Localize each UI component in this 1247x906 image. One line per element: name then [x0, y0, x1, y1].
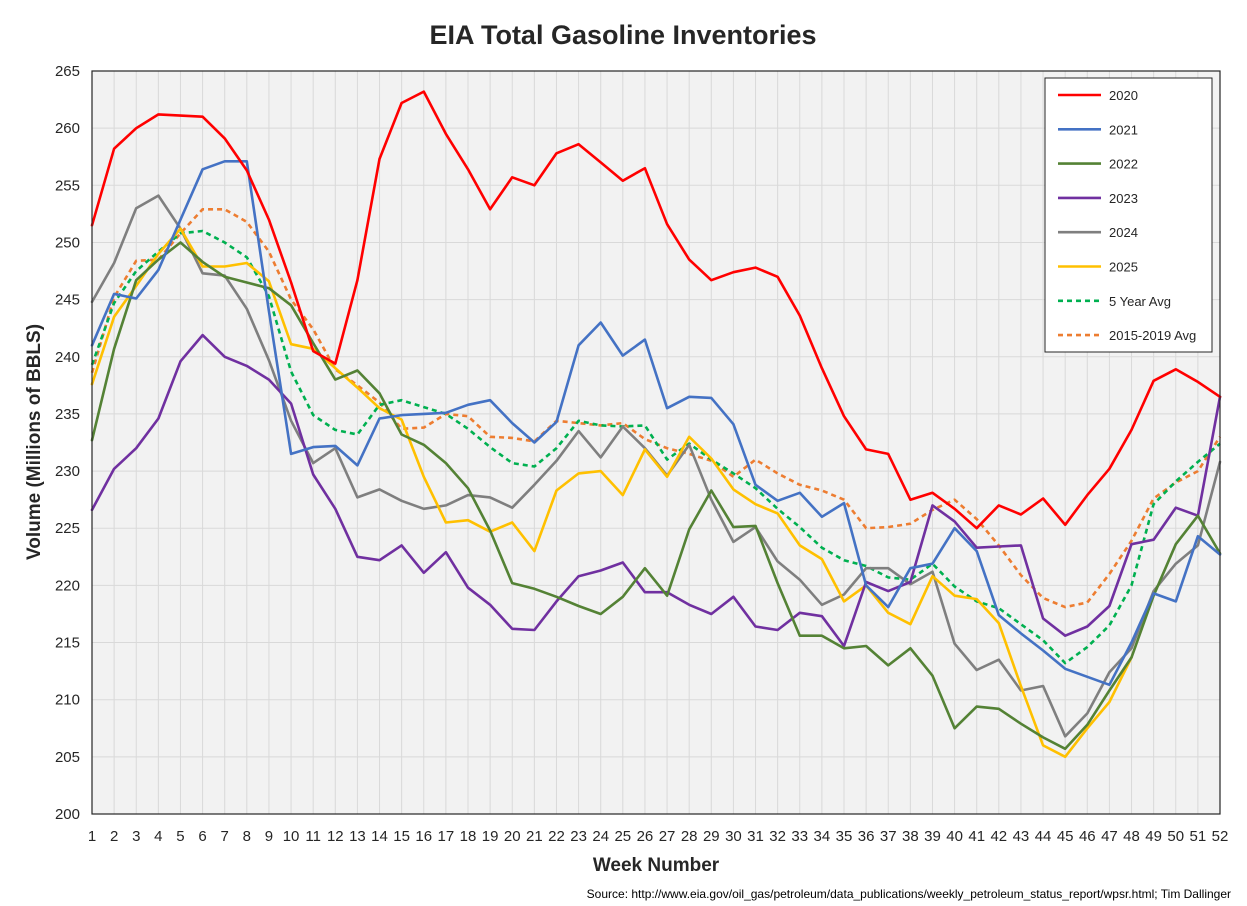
x-tick-label: 5	[176, 828, 184, 845]
x-tick-label: 3	[132, 828, 140, 845]
x-tick-label: 26	[637, 828, 654, 845]
x-tick-label: 23	[570, 828, 587, 845]
x-tick-label: 39	[924, 828, 941, 845]
legend-label: 2022	[1109, 157, 1138, 172]
x-tick-label: 34	[814, 828, 831, 845]
x-axis-tick-labels: 1 2 3 4 5 6 7 8 9 10 11 12 13 14 15 16 17 18 19 20 21 22 23 24 2…	[88, 828, 1229, 845]
y-tick-label: 230	[55, 463, 80, 480]
series-line-2023	[90, 333, 1222, 648]
plot-border	[91, 70, 1221, 815]
x-tick-label: 48	[1123, 828, 1140, 845]
x-tick-label: 9	[265, 828, 273, 845]
x-tick-label: 2	[110, 828, 118, 845]
x-tick-label: 19	[482, 828, 499, 845]
legend-label: 2023	[1109, 191, 1138, 206]
x-tick-label: 40	[946, 828, 963, 845]
legend: 2020 2021 2022 2023 2024 2025 5 Year Avg 2015-2…	[1044, 77, 1213, 353]
legend-label: 5 Year Avg	[1109, 294, 1171, 309]
x-tick-label: 11	[305, 828, 321, 845]
y-tick-label: 240	[55, 349, 80, 366]
series-line-2020	[90, 90, 1222, 530]
x-tick-label: 35	[836, 828, 853, 845]
legend-label: 2021	[1109, 122, 1138, 137]
x-tick-label: 25	[614, 828, 631, 845]
x-tick-label: 33	[791, 828, 808, 845]
gridlines	[91, 70, 1221, 815]
x-tick-label: 17	[438, 828, 455, 845]
chart-title: EIA Total Gasoline Inventories	[429, 20, 816, 50]
x-tick-label: 42	[990, 828, 1007, 845]
x-tick-label: 15	[393, 828, 410, 845]
x-tick-label: 32	[769, 828, 786, 845]
legend-label: 2015-2019 Avg	[1109, 328, 1196, 343]
x-tick-label: 8	[243, 828, 251, 845]
series-lines	[90, 90, 1222, 759]
x-tick-label: 18	[460, 828, 477, 845]
x-tick-label: 28	[681, 828, 698, 845]
x-tick-label: 49	[1145, 828, 1162, 845]
y-tick-label: 235	[55, 406, 80, 423]
y-tick-label: 200	[55, 806, 80, 823]
x-tick-label: 6	[198, 828, 206, 845]
x-tick-label: 20	[504, 828, 521, 845]
y-tick-label: 255	[55, 177, 80, 194]
y-tick-label: 205	[55, 749, 80, 766]
x-tick-label: 29	[703, 828, 720, 845]
x-tick-label: 46	[1079, 828, 1096, 845]
y-tick-label: 265	[55, 63, 80, 80]
x-tick-label: 21	[526, 828, 543, 845]
x-tick-label: 36	[858, 828, 875, 845]
x-tick-label: 44	[1035, 828, 1052, 845]
y-tick-label: 225	[55, 520, 80, 537]
y-tick-label: 220	[55, 577, 80, 594]
x-tick-label: 50	[1167, 828, 1184, 845]
x-axis-title: Week Number	[593, 855, 720, 876]
y-tick-label: 260	[55, 120, 80, 137]
x-tick-label: 43	[1013, 828, 1030, 845]
y-tick-label: 210	[55, 692, 80, 709]
x-tick-label: 27	[659, 828, 676, 845]
x-tick-label: 16	[415, 828, 432, 845]
y-tick-label: 215	[55, 635, 80, 652]
series-line-2022	[90, 241, 1222, 751]
y-axis-title: Volume (Millions of BBLS)	[24, 324, 45, 560]
x-tick-label: 24	[592, 828, 609, 845]
source-note: Source: http://www.eia.gov/oil_gas/petro…	[587, 887, 1231, 901]
x-tick-label: 51	[1190, 828, 1207, 845]
x-tick-label: 12	[327, 828, 344, 845]
legend-label: 2024	[1109, 225, 1138, 240]
x-tick-label: 30	[725, 828, 742, 845]
x-tick-label: 13	[349, 828, 366, 845]
x-tick-label: 22	[548, 828, 565, 845]
legend-label: 2025	[1109, 260, 1138, 275]
x-tick-label: 52	[1212, 828, 1229, 845]
series-line-2021	[90, 160, 1222, 687]
x-tick-label: 14	[371, 828, 388, 845]
x-tick-label: 41	[968, 828, 985, 845]
legend-box	[1044, 77, 1213, 353]
x-tick-label: 45	[1057, 828, 1074, 845]
y-axis-tick-labels: 200 205 210 215 220 225 230 235 240 245 250 255 260 2…	[55, 63, 80, 823]
x-tick-label: 38	[902, 828, 919, 845]
series-line-5-year-avg	[90, 229, 1221, 665]
x-tick-label: 31	[747, 828, 764, 845]
y-tick-label: 250	[55, 234, 80, 251]
x-tick-label: 10	[283, 828, 300, 845]
legend-label: 2020	[1109, 88, 1138, 103]
x-tick-label: 7	[221, 828, 229, 845]
y-tick-label: 245	[55, 292, 80, 309]
x-tick-label: 37	[880, 828, 897, 845]
x-tick-label: 47	[1101, 828, 1118, 845]
x-tick-label: 4	[154, 828, 162, 845]
x-tick-label: 1	[88, 828, 96, 845]
